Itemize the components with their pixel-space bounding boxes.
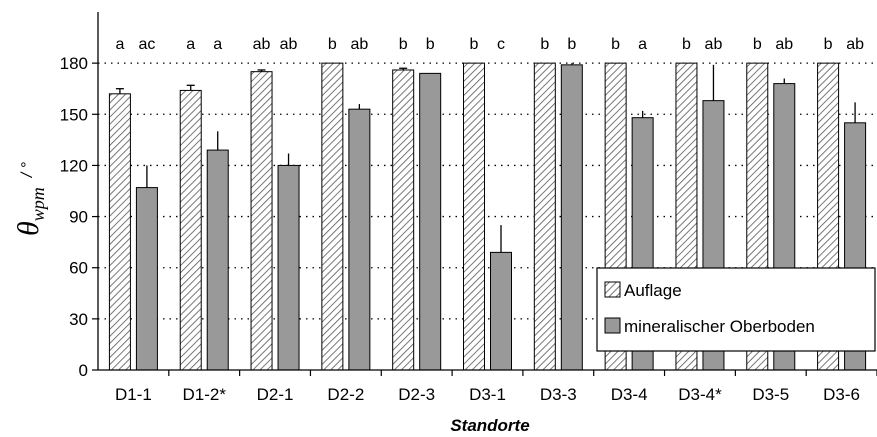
bar-oberboden: [419, 72, 442, 371]
significance-letter-auflage: ab: [253, 36, 271, 53]
significance-letter-oberboden: b: [426, 36, 435, 53]
significance-letter-oberboden: ab: [280, 36, 298, 53]
y-tick-label: 150: [60, 105, 88, 124]
svg-text:θwpm/ °: θwpm / °: [12, 161, 48, 236]
bar-oberboden: [490, 251, 512, 371]
bar-auflage: [533, 62, 556, 371]
significance-letter-oberboden: ac: [138, 36, 155, 53]
bar-oberboden: [277, 164, 300, 371]
legend: Auflage mineralischer Oberboden: [596, 267, 876, 352]
bar-oberboden: [560, 64, 583, 371]
y-axis-unit: / °: [19, 161, 36, 178]
significance-letter-oberboden: a: [213, 36, 222, 53]
y-tick-label: 0: [79, 361, 88, 380]
x-tick-label: D3-6: [823, 385, 860, 404]
significance-letter-auflage: b: [611, 36, 620, 53]
bar-auflage: [321, 62, 344, 371]
legend-box: [596, 267, 876, 352]
bar-oberboden: [135, 187, 158, 371]
y-axis-subscript: wpm: [28, 187, 48, 221]
y-tick-label: 30: [69, 310, 88, 329]
axes: [92, 12, 877, 376]
bar-oberboden: [348, 108, 371, 371]
bar-auflage: [179, 89, 202, 371]
x-tick-label: D2-3: [398, 385, 435, 404]
significance-letter-oberboden: ab: [775, 36, 793, 53]
x-tick-label: D1-1: [115, 385, 152, 404]
x-tick-label: D2-1: [257, 385, 294, 404]
significance-letter-auflage: b: [470, 36, 479, 53]
significance-letter-auflage: a: [115, 36, 124, 53]
significance-letter-oberboden: c: [497, 36, 505, 53]
bar-auflage: [250, 71, 273, 371]
x-tick-label: D3-4*: [678, 385, 722, 404]
legend-swatch-oberboden: [604, 317, 621, 334]
y-tick-label: 90: [69, 208, 88, 227]
x-tick-label: D3-1: [469, 385, 506, 404]
legend-label-oberboden: mineralischer Oberboden: [624, 317, 815, 336]
significance-letter-oberboden: b: [567, 36, 576, 53]
x-tick-label: D3-4: [611, 385, 648, 404]
significance-letter-auflage: b: [540, 36, 549, 53]
significance-letter-auflage: b: [399, 36, 408, 53]
y-tick-label: 180: [60, 54, 88, 73]
significance-letter-auflage: b: [682, 36, 691, 53]
y-axis-title: θwpm / °: [12, 161, 48, 236]
significance-letter-oberboden: a: [638, 36, 647, 53]
significance-letter-auflage: b: [824, 36, 833, 53]
bar-auflage: [463, 62, 485, 371]
bar-oberboden: [206, 149, 229, 371]
x-tick-label: D3-5: [752, 385, 789, 404]
y-tick-label: 120: [60, 156, 88, 175]
x-axis-title: Standorte: [450, 416, 529, 435]
significance-letter-auflage: a: [186, 36, 195, 53]
significance-letter-auflage: b: [753, 36, 762, 53]
bar-auflage: [392, 69, 415, 371]
significance-letter-auflage: b: [328, 36, 337, 53]
y-tick-label: 60: [69, 259, 88, 278]
x-tick-label: D3-3: [540, 385, 577, 404]
bar-auflage: [108, 93, 131, 371]
y-axis-symbol: θ: [12, 221, 45, 236]
legend-swatch-auflage: [604, 281, 621, 298]
x-tick-label: D2-2: [327, 385, 364, 404]
x-tick-label: D1-2*: [182, 385, 226, 404]
significance-letter-oberboden: ab: [350, 36, 368, 53]
legend-label-auflage: Auflage: [624, 281, 682, 300]
significance-letter-oberboden: ab: [846, 36, 864, 53]
significance-letter-oberboden: ab: [705, 36, 723, 53]
